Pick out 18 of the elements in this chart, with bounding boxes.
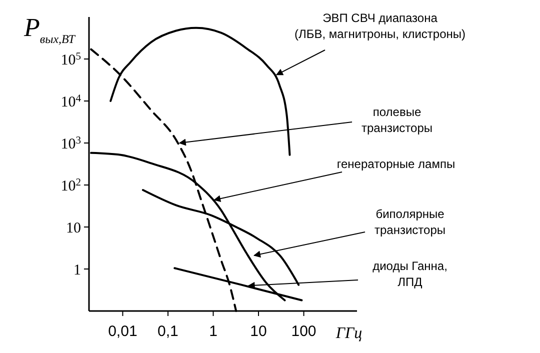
annotation: ЭВП СВЧ диапазона (ЛБВ, магнитроны, клистроны) [294, 11, 466, 41]
x-tick-label: 1 [209, 323, 218, 340]
y-tick-label: 10$^{2}$ [60, 176, 81, 194]
y-axis-title: P$_{вых,ВТ}$ [23, 13, 76, 46]
y-tick-label: 1 [74, 262, 81, 278]
annotation: биполярные транзисторы [374, 207, 446, 237]
x-tick-label: 100 [291, 323, 316, 340]
x-axis-title: ГГц [334, 325, 362, 342]
x-tick-label: 0,1 [158, 323, 178, 340]
annotation: генераторные лампы [336, 157, 456, 171]
x-tick-label: 10 [250, 323, 267, 340]
x-tick-label: 0,01 [108, 323, 138, 340]
y-tick-label: 10$^{4}$ [60, 92, 82, 110]
y-tick-label: 10$^{3}$ [60, 134, 81, 152]
annotation: диоды Ганна, ЛПД [372, 259, 448, 289]
y-tick-label: 10$^{5}$ [60, 50, 81, 68]
annotation: полевые транзисторы [361, 105, 433, 135]
y-tick-label: 10 [66, 220, 81, 236]
